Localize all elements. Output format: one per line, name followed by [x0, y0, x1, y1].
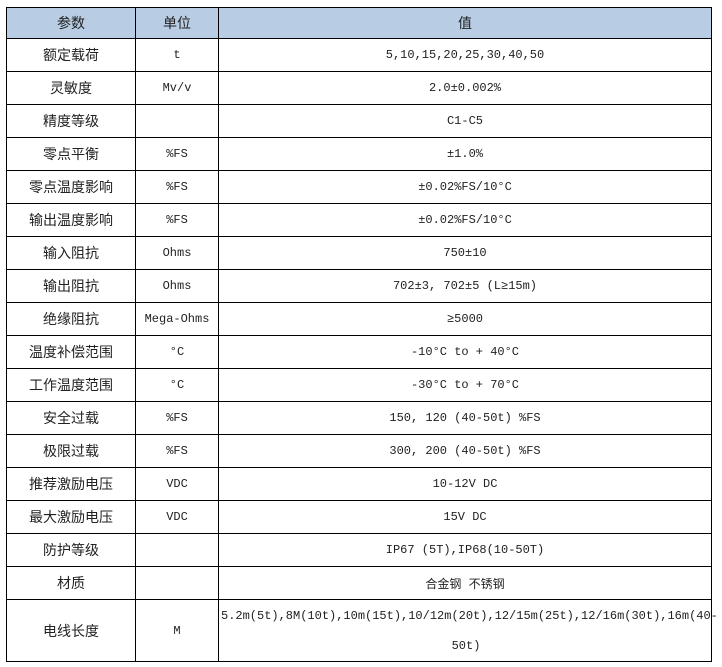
value-cell: ≥5000 [218, 302, 712, 336]
unit-cell: °C [135, 368, 219, 402]
value-cell: IP67 (5T),IP68(10-50T) [218, 533, 712, 567]
table-row: 防护等级 IP67 (5T),IP68(10-50T) [6, 533, 712, 567]
unit-cell: Mv/v [135, 71, 219, 105]
param-cell: 额定载荷 [6, 38, 136, 72]
table-row: 电线长度 M 5.2m(5t),8M(10t),10m(15t),10/12m(20… [6, 599, 718, 662]
value-cell: ±1.0% [218, 137, 712, 171]
table-row: 输出阻抗 Ohms 702±3, 702±5 (L≥15m) [6, 269, 712, 303]
unit-cell: VDC [135, 467, 219, 501]
param-cell: 输入阻抗 [6, 236, 136, 270]
value-cell: 750±10 [218, 236, 712, 270]
value-cell: 2.0±0.002% [218, 71, 712, 105]
unit-cell: °C [135, 335, 219, 369]
unit-cell [135, 104, 219, 138]
unit-cell: %FS [135, 137, 219, 171]
value-cell: ±0.02%FS/10°C [218, 170, 712, 204]
param-cell: 零点温度影响 [6, 170, 136, 204]
param-cell: 推荐激励电压 [6, 467, 136, 501]
table-header: 参数 单位 值 [6, 7, 712, 39]
table-row: 零点温度影响 %FS ±0.02%FS/10°C [6, 170, 712, 204]
unit-cell [135, 533, 219, 567]
value-cell: 300, 200 (40-50t) %FS [218, 434, 712, 468]
value-cell: C1-C5 [218, 104, 712, 138]
table-row: 安全过载 %FS 150, 120 (40-50t) %FS [6, 401, 712, 435]
value-cell: 10-12V DC [218, 467, 712, 501]
table-row: 推荐激励电压 VDC 10-12V DC [6, 467, 712, 501]
param-cell: 极限过载 [6, 434, 136, 468]
value-cell: 150, 120 (40-50t) %FS [218, 401, 712, 435]
value-cell: 5.2m(5t),8M(10t),10m(15t),10/12m(20t),12… [218, 599, 718, 662]
value-cell: -10°C to + 40°C [218, 335, 712, 369]
param-cell: 电线长度 [6, 599, 136, 662]
param-cell: 材质 [6, 566, 136, 600]
param-cell: 绝缘阻抗 [6, 302, 136, 336]
unit-cell: M [135, 599, 219, 662]
table-row: 精度等级 C1-C5 [6, 104, 712, 138]
table-row: 输出温度影响 %FS ±0.02%FS/10°C [6, 203, 712, 237]
spec-table: 参数 单位 值 额定载荷 t 5,10,15,20,25,30,40,50 灵敏度 Mv… [6, 7, 718, 662]
table-row: 绝缘阻抗 Mega-Ohms ≥5000 [6, 302, 712, 336]
value-cell: 15V DC [218, 500, 712, 534]
unit-cell: %FS [135, 170, 219, 204]
param-cell: 零点平衡 [6, 137, 136, 171]
table-row: 额定载荷 t 5,10,15,20,25,30,40,50 [6, 38, 712, 72]
param-cell: 工作温度范围 [6, 368, 136, 402]
param-cell: 温度补偿范围 [6, 335, 136, 369]
param-cell: 防护等级 [6, 533, 136, 567]
unit-cell: %FS [135, 203, 219, 237]
header-unit: 单位 [135, 7, 219, 39]
value-cell: 5,10,15,20,25,30,40,50 [218, 38, 712, 72]
value-cell: 702±3, 702±5 (L≥15m) [218, 269, 712, 303]
table-row: 最大激励电压 VDC 15V DC [6, 500, 712, 534]
param-cell: 灵敏度 [6, 71, 136, 105]
table-row: 极限过载 %FS 300, 200 (40-50t) %FS [6, 434, 712, 468]
table-row: 材质 合金钢 不锈钢 [6, 566, 712, 600]
value-cell: -30°C to + 70°C [218, 368, 712, 402]
unit-cell: Ohms [135, 236, 219, 270]
header-value: 值 [218, 7, 712, 39]
value-cell: 合金钢 不锈钢 [218, 566, 712, 600]
unit-cell: %FS [135, 434, 219, 468]
table-row: 零点平衡 %FS ±1.0% [6, 137, 712, 171]
param-cell: 最大激励电压 [6, 500, 136, 534]
param-cell: 输出温度影响 [6, 203, 136, 237]
table-row: 输入阻抗 Ohms 750±10 [6, 236, 712, 270]
unit-cell: t [135, 38, 219, 72]
param-cell: 输出阻抗 [6, 269, 136, 303]
param-cell: 精度等级 [6, 104, 136, 138]
unit-cell: %FS [135, 401, 219, 435]
header-param: 参数 [6, 7, 136, 39]
table-row: 工作温度范围 °C -30°C to + 70°C [6, 368, 712, 402]
unit-cell: Ohms [135, 269, 219, 303]
table-row: 温度补偿范围 °C -10°C to + 40°C [6, 335, 712, 369]
unit-cell: Mega-Ohms [135, 302, 219, 336]
table-row: 灵敏度 Mv/v 2.0±0.002% [6, 71, 712, 105]
unit-cell [135, 566, 219, 600]
value-cell: ±0.02%FS/10°C [218, 203, 712, 237]
unit-cell: VDC [135, 500, 219, 534]
param-cell: 安全过载 [6, 401, 136, 435]
